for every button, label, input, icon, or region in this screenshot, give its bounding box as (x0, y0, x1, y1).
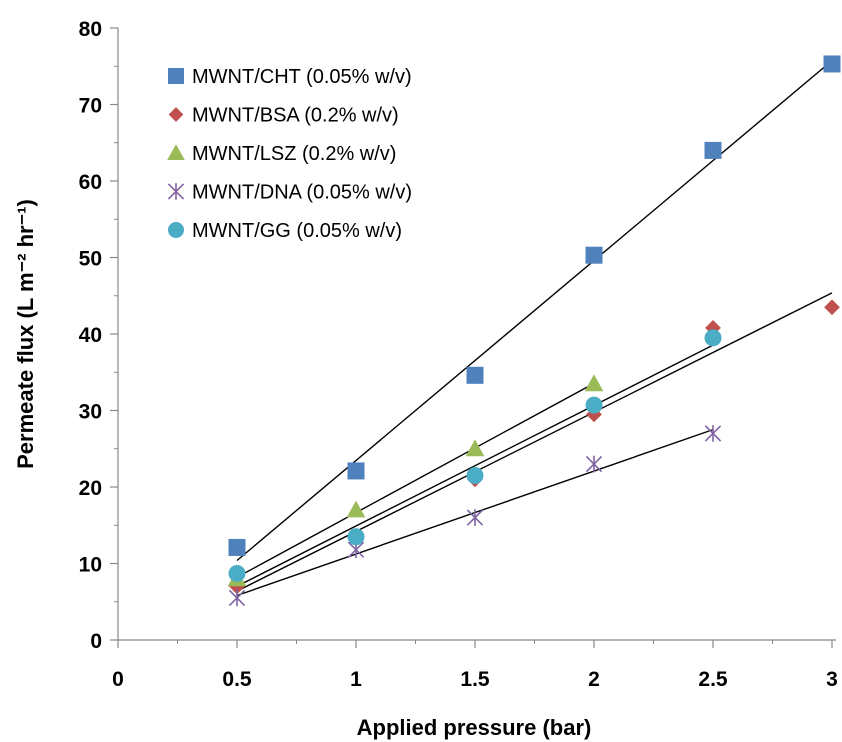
trendline (236, 60, 833, 562)
data-point-asterisk (585, 455, 603, 473)
legend-label: MWNT/GG (0.05% w/v) (192, 220, 402, 242)
legend-item: MWNT/DNA (0.05% w/v) (167, 182, 412, 204)
legend-item: MWNT/BSA (0.2% w/v) (168, 105, 399, 127)
legend-item: MWNT/GG (0.05% w/v) (168, 220, 402, 242)
trendline (236, 292, 833, 592)
data-point-asterisk (167, 183, 185, 200)
x-tick-label: 1.5 (460, 668, 490, 691)
data-point-triangle (465, 439, 485, 457)
data-point-circle (228, 564, 246, 582)
y-tick-label: 40 (79, 324, 102, 347)
data-point-diamond (824, 299, 840, 316)
data-point-asterisk (466, 509, 484, 526)
trendline (236, 344, 714, 587)
series-circle (228, 329, 722, 582)
x-tick-label: 0.5 (222, 668, 252, 691)
legend-label: MWNT/BSA (0.2% w/v) (192, 105, 399, 127)
data-marks (227, 55, 841, 607)
data-point-square (466, 366, 484, 384)
data-point-asterisk (704, 425, 722, 442)
x-tick-label: 2.5 (698, 668, 728, 691)
legend-item: MWNT/LSZ (0.2% w/v) (167, 143, 396, 165)
data-point-triangle (346, 500, 366, 518)
y-tick-label: 30 (79, 401, 102, 424)
data-point-diamond (168, 107, 184, 122)
data-point-circle (347, 528, 365, 546)
y-tick-label: 60 (79, 171, 102, 194)
data-point-circle (585, 396, 603, 414)
data-point-asterisk (228, 589, 246, 607)
y-tick-label: 0 (90, 630, 102, 653)
data-point-square (585, 246, 603, 264)
data-point-circle (704, 329, 722, 347)
data-point-square (823, 55, 841, 73)
data-point-circle (466, 467, 484, 485)
data-point-square (168, 68, 184, 84)
y-axis-title: Permeate flux (L m⁻² hr⁻¹) (13, 199, 38, 469)
series-diamond (229, 299, 840, 595)
data-point-square (347, 462, 365, 480)
legend-label: MWNT/CHT (0.05% w/v) (192, 66, 412, 88)
legend-item: MWNT/CHT (0.05% w/v) (168, 66, 412, 88)
data-point-square (704, 141, 722, 159)
x-axis-title: Applied pressure (bar) (357, 715, 592, 740)
legend-label: MWNT/LSZ (0.2% w/v) (192, 143, 396, 165)
data-point-triangle (167, 144, 185, 161)
trendlines (236, 60, 833, 597)
data-point-square (228, 538, 246, 556)
x-tick-label: 0 (112, 668, 124, 691)
x-tick-label: 3 (826, 668, 838, 691)
y-tick-label: 50 (79, 248, 102, 271)
axes: 0 10 20 30 40 50 60 70 80 0 0.5 1 1.5 2 2.5 3 (79, 18, 838, 691)
legend: MWNT/CHT (0.05% w/v) MWNT/BSA (0.2% w/v) M… (167, 66, 412, 242)
y-tick-label: 70 (79, 95, 102, 118)
legend-label: MWNT/DNA (0.05% w/v) (192, 182, 412, 204)
x-tick-label: 1 (350, 668, 362, 691)
trendline (236, 382, 595, 578)
series-star (228, 425, 722, 607)
y-tick-label: 80 (79, 18, 102, 41)
data-point-circle (168, 222, 184, 238)
y-tick-label: 20 (79, 477, 102, 500)
x-tick-label: 2 (588, 668, 600, 691)
data-point-triangle (584, 374, 604, 392)
y-tick-label: 10 (79, 554, 102, 577)
series-square (228, 55, 841, 556)
